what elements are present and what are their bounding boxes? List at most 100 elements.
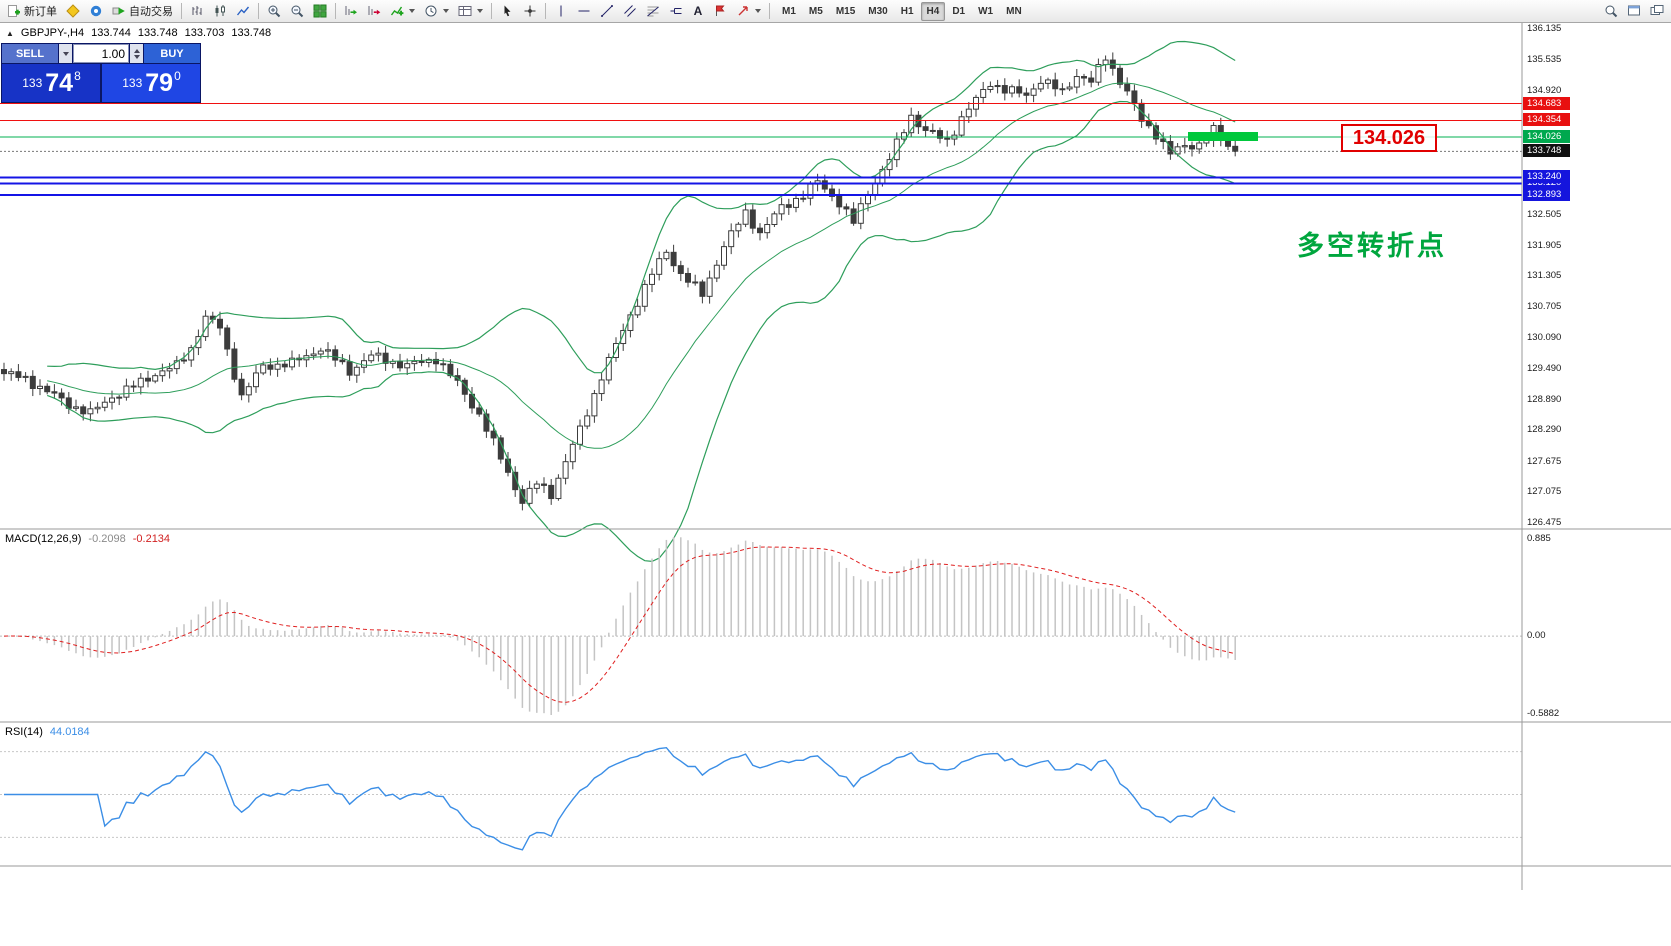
- price-axis-badge[interactable]: 134.683: [1523, 96, 1570, 110]
- vertical-line-button[interactable]: [550, 1, 572, 21]
- candlestick-chart-button[interactable]: [209, 1, 231, 21]
- timeframe-m30[interactable]: M30: [868, 5, 888, 17]
- one-click-trade-panel: SELL BUY 133 74 8 133 79 0: [1, 43, 201, 103]
- toolbar-separator: [769, 3, 770, 19]
- zoom-out-button[interactable]: [286, 1, 308, 21]
- toolbar-separator: [491, 3, 492, 19]
- toolbar-separator: [258, 3, 259, 19]
- buy-price-point: 0: [174, 69, 181, 83]
- price-axis-label: 129.490: [1527, 363, 1562, 375]
- chevron-down-icon: [477, 9, 483, 13]
- timeframe-h1[interactable]: H1: [900, 5, 914, 17]
- price-axis-label: 128.290: [1527, 424, 1562, 436]
- chevron-down-icon: [62, 51, 69, 56]
- volume-spinner[interactable]: [130, 44, 143, 63]
- buy-button[interactable]: BUY: [144, 44, 200, 63]
- buy-price-button[interactable]: 133 79 0: [102, 64, 200, 102]
- bar-chart-button[interactable]: [186, 1, 208, 21]
- auto-scroll-icon: [345, 6, 357, 15]
- autotrading-icon: [112, 7, 125, 15]
- highlight-bar-annotation[interactable]: [1188, 132, 1258, 141]
- autotrading-label: 自动交易: [129, 6, 173, 18]
- toolbar-separator: [181, 3, 182, 19]
- timeframe-d1[interactable]: D1: [952, 5, 966, 17]
- pivot-text-annotation[interactable]: 多空转折点: [1297, 231, 1447, 261]
- price-axis-badge[interactable]: 132.893: [1523, 188, 1570, 202]
- timeframe-m5[interactable]: M5: [808, 5, 823, 17]
- channel-button[interactable]: [619, 1, 641, 21]
- drawing-tools-button[interactable]: [665, 1, 687, 21]
- text-button[interactable]: A: [688, 1, 708, 21]
- fibonacci-button[interactable]: [642, 1, 664, 21]
- text-label-button[interactable]: [709, 1, 731, 21]
- cursor-button[interactable]: [496, 1, 518, 21]
- price-axis-badge[interactable]: 133.240: [1523, 170, 1570, 184]
- timeframe-mn[interactable]: MN: [1006, 5, 1022, 17]
- price-axis-label: 136.135: [1527, 23, 1562, 35]
- ohlc-high: 133.748: [137, 27, 178, 39]
- tile-windows-button[interactable]: [309, 1, 331, 21]
- trendline-button[interactable]: [596, 1, 618, 21]
- sell-price-button[interactable]: 133 74 8: [2, 64, 100, 102]
- community-button[interactable]: [85, 1, 107, 21]
- price-box-annotation[interactable]: 134.026: [1341, 124, 1437, 152]
- horizontal-line-button[interactable]: [573, 1, 595, 21]
- line-chart-button[interactable]: [232, 1, 254, 21]
- timeframe-group: M1 M5 M15 M30 H1 H4 D1 W1 MN: [776, 1, 1028, 21]
- timeframe-m15[interactable]: M15: [835, 5, 856, 17]
- price-axis-label: 131.905: [1527, 239, 1562, 251]
- cascade-windows-button[interactable]: [1646, 1, 1668, 21]
- periods-button[interactable]: [420, 1, 453, 21]
- auto-scroll-button[interactable]: [340, 1, 362, 21]
- chart-shift-button[interactable]: [363, 1, 385, 21]
- price-axis-label: 127.075: [1527, 486, 1562, 498]
- price-axis-badge[interactable]: 134.354: [1523, 113, 1570, 127]
- metaeditor-button[interactable]: [62, 1, 84, 21]
- tile-windows-icon: [313, 4, 327, 18]
- timeframe-m1[interactable]: M1: [782, 5, 796, 17]
- new-order-button[interactable]: 新订单: [3, 1, 61, 21]
- price-axis-badge[interactable]: 134.026: [1523, 130, 1570, 144]
- timeframe-h4[interactable]: H4: [920, 1, 946, 21]
- price-axis-label: 127.675: [1527, 455, 1562, 467]
- volume-preset-dropdown[interactable]: [59, 44, 72, 63]
- toolbar: 新订单 自动交易: [0, 0, 1671, 23]
- price-axis-label: 131.305: [1527, 270, 1562, 282]
- spinner-down-icon: [133, 54, 140, 59]
- new-window-icon: [1628, 5, 1640, 16]
- sell-button[interactable]: SELL: [2, 44, 58, 63]
- vertical-line-icon: [560, 5, 562, 17]
- autotrading-button[interactable]: 自动交易: [108, 1, 177, 21]
- buy-price-base: 133: [122, 76, 143, 90]
- zoom-in-button[interactable]: [263, 1, 285, 21]
- collapse-panel-icon[interactable]: ▲: [6, 28, 14, 38]
- chevron-down-icon: [443, 9, 449, 13]
- templates-button[interactable]: [454, 1, 487, 21]
- crosshair-icon: [524, 5, 536, 17]
- price-axis-badge[interactable]: 133.748: [1523, 144, 1570, 158]
- new-order-label: 新订单: [24, 6, 57, 18]
- price-axis-label: 130.090: [1527, 332, 1562, 344]
- indicators-button[interactable]: [386, 1, 419, 21]
- trade-panel-prices: 133 74 8 133 79 0: [2, 64, 200, 102]
- price-axis-label: 132.505: [1527, 208, 1562, 220]
- volume-input[interactable]: [73, 44, 129, 63]
- clock-icon: [425, 5, 437, 17]
- search-button[interactable]: [1600, 1, 1622, 21]
- templates-icon: [458, 6, 472, 16]
- chevron-down-icon: [755, 9, 761, 13]
- search-icon: [1605, 5, 1618, 18]
- line-chart-icon: [236, 6, 250, 16]
- crosshair-button[interactable]: [519, 1, 541, 21]
- arrows-button[interactable]: [732, 1, 765, 21]
- cursor-icon: [504, 5, 511, 17]
- rsi-name: RSI(14): [5, 726, 43, 738]
- spinner-up-icon: [133, 48, 140, 53]
- new-window-button[interactable]: [1623, 1, 1645, 21]
- cascade-windows-icon: [1650, 5, 1664, 15]
- arrow-icon: [738, 6, 748, 16]
- timeframe-w1[interactable]: W1: [978, 5, 994, 17]
